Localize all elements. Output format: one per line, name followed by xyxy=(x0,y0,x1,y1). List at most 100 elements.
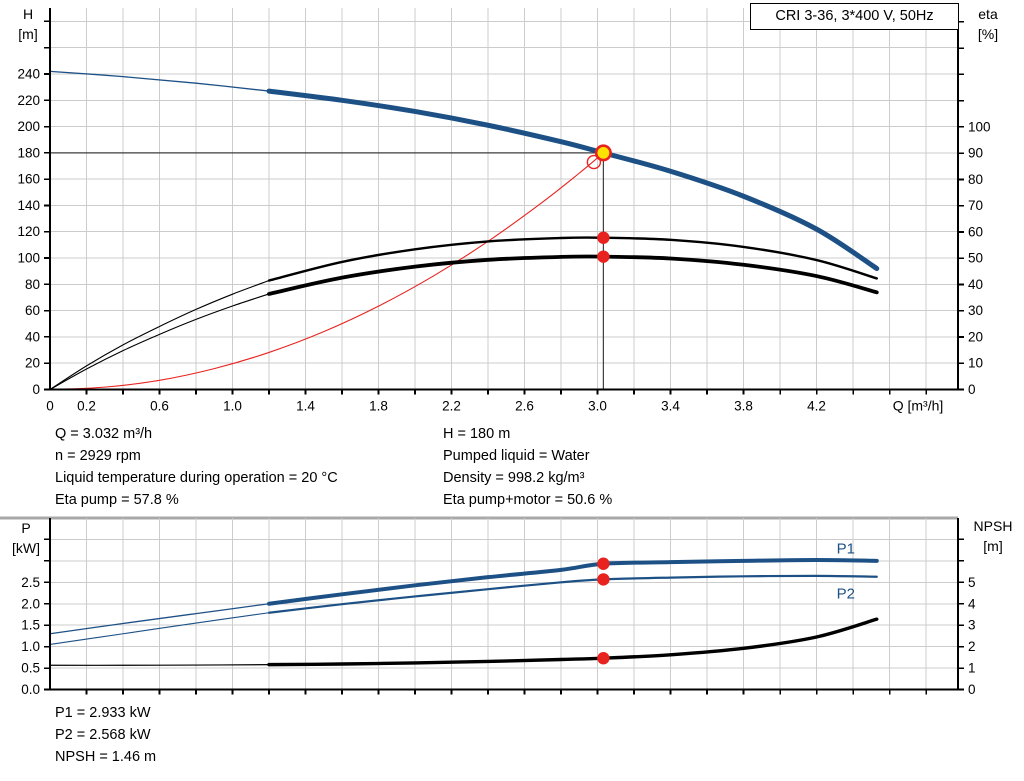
svg-text:1.8: 1.8 xyxy=(369,399,388,414)
svg-text:0: 0 xyxy=(32,382,40,397)
system-curve xyxy=(49,152,604,391)
head-axis-title: H [m] xyxy=(6,4,50,44)
svg-text:1.4: 1.4 xyxy=(296,399,315,414)
svg-text:100: 100 xyxy=(968,119,991,134)
eta-axis-title: eta [%] xyxy=(964,4,1012,44)
p1-duty-dot xyxy=(597,557,610,570)
pumped-liquid-text: Pumped liquid = Water xyxy=(443,448,590,464)
duty-info-right-block: H = 180 m Pumped liquid = Water Density … xyxy=(443,423,612,511)
eta-axis-symbol: eta xyxy=(978,6,998,22)
duty-markers xyxy=(597,557,610,665)
duty-crosshair xyxy=(50,152,604,390)
svg-text:0.0: 0.0 xyxy=(21,682,40,697)
svg-text:120: 120 xyxy=(17,224,40,239)
duty-point-marker xyxy=(594,144,612,162)
eta-axis-unit: [%] xyxy=(977,26,999,42)
svg-text:30: 30 xyxy=(968,303,983,318)
axes xyxy=(49,8,959,391)
svg-text:200: 200 xyxy=(17,119,40,134)
svg-text:4.2: 4.2 xyxy=(807,399,826,414)
power-axis-title: P [kW] xyxy=(2,518,50,558)
head-axis-symbol: H xyxy=(22,6,34,22)
eta-pump-motor-text: Eta pump+motor = 50.6 % xyxy=(443,492,613,508)
p2-value-text: P2 = 2.568 kW xyxy=(55,727,151,743)
p1-curve-thin xyxy=(49,603,270,635)
svg-text:40: 40 xyxy=(968,277,983,292)
power-axis-unit: [kW] xyxy=(12,540,40,556)
svg-text:3: 3 xyxy=(968,618,976,633)
series xyxy=(49,558,879,667)
svg-text:2.5: 2.5 xyxy=(21,575,40,590)
svg-text:60: 60 xyxy=(25,303,40,318)
svg-text:0: 0 xyxy=(46,399,54,414)
svg-text:0: 0 xyxy=(968,382,976,397)
npsh-axis-unit: [m] xyxy=(983,538,1003,554)
eta-pump-motor-curve-thin xyxy=(49,293,270,391)
svg-text:0.2: 0.2 xyxy=(77,399,96,414)
svg-text:4: 4 xyxy=(968,596,976,611)
svg-text:60: 60 xyxy=(968,224,983,239)
eta-pump-curve xyxy=(267,236,878,282)
svg-text:240: 240 xyxy=(17,66,40,81)
tick-labels: 0.0 0.5 1.0 1.5 2.0 2.5 0 1 2 3 4 5 xyxy=(21,538,976,697)
p1-label: P1 xyxy=(837,541,855,558)
svg-text:0: 0 xyxy=(968,682,976,697)
svg-text:1.0: 1.0 xyxy=(223,399,242,414)
qh-eta-chart: 0 20 40 60 80 100 120 140 160 180 200 220 240 0 10 20 30… xyxy=(17,8,991,414)
svg-text:3.8: 3.8 xyxy=(734,399,753,414)
svg-text:50: 50 xyxy=(968,251,983,266)
svg-text:2.6: 2.6 xyxy=(515,399,534,414)
duty-flow-text: Q = 3.032 m³/h xyxy=(55,426,153,442)
svg-text:0.6: 0.6 xyxy=(150,399,169,414)
svg-text:80: 80 xyxy=(968,172,983,187)
npsh-duty-dot xyxy=(597,652,610,665)
duty-info-left-block: Q = 3.032 m³/h n = 2929 rpm Liquid tempe… xyxy=(55,423,338,511)
npsh-curve xyxy=(267,617,879,667)
tick-labels: 0 20 40 60 80 100 120 140 160 180 200 220 240 0 10 20 30… xyxy=(17,20,991,414)
svg-text:3.0: 3.0 xyxy=(588,399,607,414)
liquid-temperature-text: Liquid temperature during operation = 20… xyxy=(55,470,338,486)
svg-text:10: 10 xyxy=(968,356,983,371)
eta-pump-curve-thin xyxy=(49,279,270,391)
svg-text:0.5: 0.5 xyxy=(21,661,40,676)
eta-pump-duty-dot xyxy=(597,231,610,244)
pump-model-title: CRI 3-36, 3*400 V, 50Hz xyxy=(750,3,959,30)
svg-text:20: 20 xyxy=(25,356,40,371)
svg-text:160: 160 xyxy=(17,172,40,187)
p2-duty-dot xyxy=(597,573,610,586)
svg-text:40: 40 xyxy=(25,329,40,344)
eta-pump-motor-curve xyxy=(267,254,879,296)
svg-text:2: 2 xyxy=(968,639,976,654)
eta-pump-text: Eta pump = 57.8 % xyxy=(55,492,179,508)
system-intersection-marker xyxy=(586,154,602,170)
p2-curve xyxy=(267,574,878,614)
svg-text:180: 180 xyxy=(17,145,40,160)
pump-speed-text: n = 2929 rpm xyxy=(55,448,141,464)
power-npsh-chart: 0.0 0.5 1.0 1.5 2.0 2.5 0 1 2 3 4 5 P1 P2 xyxy=(0,516,976,697)
density-text: Density = 998.2 kg/m³ xyxy=(443,470,585,486)
npsh-curve-thin xyxy=(49,664,270,666)
svg-text:20: 20 xyxy=(968,329,983,344)
head-axis-unit: [m] xyxy=(18,26,38,42)
p2-curve-thin xyxy=(49,612,270,646)
svg-text:100: 100 xyxy=(17,251,40,266)
eta-pump-motor-duty-dot xyxy=(597,250,610,263)
duty-head-text: H = 180 m xyxy=(443,426,511,442)
svg-text:2.2: 2.2 xyxy=(442,399,461,414)
qh-curve xyxy=(266,88,880,272)
power-axis-symbol: P xyxy=(21,520,31,536)
svg-text:1.0: 1.0 xyxy=(21,639,40,654)
svg-text:5: 5 xyxy=(968,575,976,590)
p2-label: P2 xyxy=(837,586,855,603)
svg-text:Q [m³/h]: Q [m³/h] xyxy=(893,398,944,414)
svg-text:220: 220 xyxy=(17,93,40,108)
svg-text:1: 1 xyxy=(968,661,976,676)
series xyxy=(49,70,880,391)
p1-value-text: P1 = 2.933 kW xyxy=(55,705,151,721)
svg-text:1.5: 1.5 xyxy=(21,618,40,633)
svg-text:70: 70 xyxy=(968,198,983,213)
svg-text:3.4: 3.4 xyxy=(661,399,680,414)
qh-curve-thin xyxy=(49,70,270,92)
